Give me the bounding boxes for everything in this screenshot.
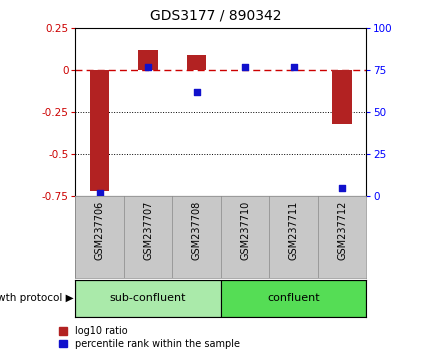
Text: GDS3177 / 890342: GDS3177 / 890342	[149, 9, 281, 23]
Point	[338, 185, 345, 191]
Point	[241, 64, 248, 70]
Bar	[220, 280, 366, 317]
Bar	[138, 50, 157, 70]
Text: GSM237707: GSM237707	[143, 200, 153, 260]
Text: GSM237711: GSM237711	[288, 200, 298, 260]
Point	[96, 190, 103, 196]
Bar	[90, 70, 109, 192]
Point	[193, 90, 200, 95]
Text: GSM237708: GSM237708	[191, 200, 201, 260]
Text: sub-confluent: sub-confluent	[110, 293, 186, 303]
Text: GSM237712: GSM237712	[336, 200, 346, 260]
Text: GSM237706: GSM237706	[95, 200, 104, 260]
Point	[144, 64, 151, 70]
Point	[289, 64, 296, 70]
Legend: log10 ratio, percentile rank within the sample: log10 ratio, percentile rank within the …	[58, 326, 240, 349]
Text: confluent: confluent	[267, 293, 319, 303]
Text: GSM237710: GSM237710	[240, 200, 249, 260]
Text: growth protocol ▶: growth protocol ▶	[0, 293, 73, 303]
Bar	[187, 55, 206, 70]
Bar	[332, 70, 351, 124]
Bar	[75, 280, 220, 317]
